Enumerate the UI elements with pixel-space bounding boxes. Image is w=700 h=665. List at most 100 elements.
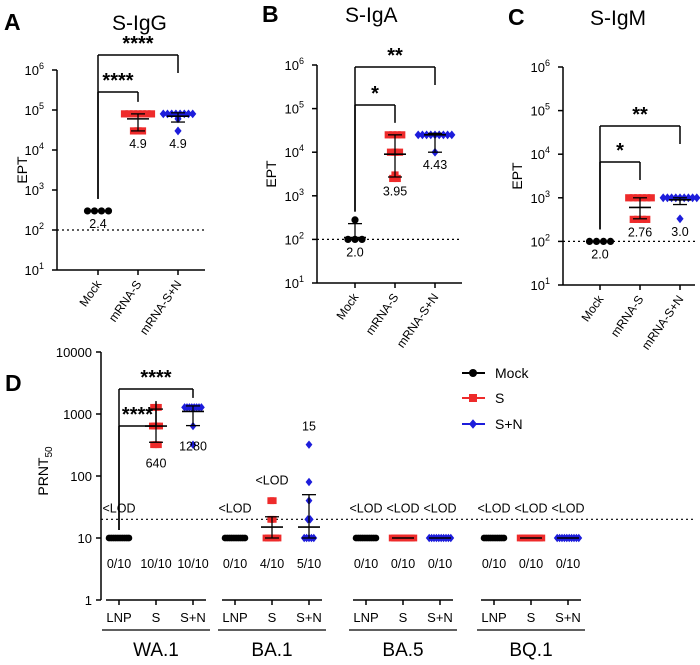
fraction-label: 4/10 bbox=[260, 557, 284, 571]
sig-stars: * bbox=[616, 140, 624, 162]
group-label: BQ.1 bbox=[509, 640, 552, 661]
panel-letter: D bbox=[5, 370, 22, 396]
fraction-label: 0/10 bbox=[428, 557, 452, 571]
fraction-label: 10/10 bbox=[177, 557, 208, 571]
value-label: 3.0 bbox=[671, 225, 688, 239]
y-tick-label: 101 bbox=[531, 276, 550, 293]
x-tick-label: mRNA-S+N bbox=[639, 293, 687, 353]
y-tick-exponent: 3 bbox=[545, 189, 550, 199]
value-label: 2.76 bbox=[628, 225, 652, 239]
data-point-mrna-s bbox=[125, 110, 133, 118]
panel-title: S-IgA bbox=[345, 4, 398, 27]
data-point-mrna-s bbox=[647, 194, 655, 202]
legend-marker-s bbox=[469, 394, 477, 402]
y-tick-exponent: 3 bbox=[299, 187, 304, 197]
fraction-label: 0/10 bbox=[223, 557, 247, 571]
y-tick-exponent: 2 bbox=[39, 221, 44, 231]
data-point-mrna-s+n bbox=[174, 126, 182, 136]
data-point-mrna-s+n bbox=[189, 109, 197, 119]
x-subcategory-label: LNP bbox=[481, 610, 506, 625]
y-tick-exponent: 1 bbox=[545, 276, 550, 286]
data-point-snn bbox=[189, 440, 197, 449]
data-point-mrna-s bbox=[143, 110, 151, 118]
y-tick-label: 104 bbox=[531, 145, 550, 162]
y-tick-exponent: 4 bbox=[39, 141, 44, 151]
y-tick-label: 101 bbox=[25, 261, 44, 278]
panel-letter: B bbox=[262, 1, 279, 27]
y-tick-exponent: 1 bbox=[39, 261, 44, 271]
value-label: <LOD bbox=[386, 501, 419, 515]
value-label: <LOD bbox=[423, 501, 456, 515]
x-tick-label: mRNA-S+N bbox=[394, 291, 442, 351]
value-label: <LOD bbox=[349, 501, 382, 515]
x-subcategory-label: S bbox=[152, 610, 161, 625]
legend-marker-mock bbox=[469, 369, 477, 377]
x-subcategory-label: S bbox=[527, 610, 536, 625]
legend-label: Mock bbox=[495, 365, 529, 381]
y-tick-exponent: 3 bbox=[39, 181, 44, 191]
value-label: <LOD bbox=[514, 501, 547, 515]
value-label: 4.43 bbox=[423, 158, 447, 172]
x-tick-label: Mock bbox=[77, 277, 105, 309]
value-label: 2.4 bbox=[89, 217, 106, 231]
y-tick-label: 104 bbox=[25, 141, 44, 158]
x-tick-label: mRNA-S+N bbox=[137, 278, 185, 338]
sig-stars: **** bbox=[102, 70, 133, 92]
fraction-label: 0/10 bbox=[354, 557, 378, 571]
y-axis-label-subscript: 50 bbox=[44, 446, 55, 458]
data-point-mrna-s+n bbox=[448, 130, 456, 140]
legend-marker-snn bbox=[469, 419, 477, 429]
y-tick-exponent: 4 bbox=[299, 143, 304, 153]
data-point-mrna-s bbox=[386, 148, 395, 156]
y-tick-exponent: 6 bbox=[39, 61, 44, 71]
y-tick-label: 102 bbox=[25, 221, 44, 238]
data-point-mock bbox=[351, 216, 359, 224]
data-point-mrna-s+n bbox=[693, 193, 700, 203]
value-label: 2.0 bbox=[591, 247, 608, 261]
y-tick-label: 1 bbox=[85, 593, 92, 608]
y-tick-label: 10 bbox=[78, 531, 92, 546]
x-subcategory-label: LNP bbox=[222, 610, 247, 625]
y-tick-label: 100 bbox=[70, 469, 92, 484]
y-tick-label: 105 bbox=[25, 101, 44, 118]
data-point-s bbox=[269, 497, 277, 505]
x-tick-label: Mock bbox=[579, 292, 607, 324]
sig-stars: ** bbox=[632, 104, 648, 126]
sig-stars: **** bbox=[122, 404, 153, 426]
fraction-label: 0/10 bbox=[556, 557, 580, 571]
x-tick-label: mRNA-S bbox=[106, 278, 145, 325]
data-point-mrna-s bbox=[147, 110, 156, 118]
group-label: BA.5 bbox=[382, 640, 423, 661]
x-subcategory-label: S bbox=[399, 610, 408, 625]
group-label: WA.1 bbox=[133, 640, 179, 661]
value-label: <LOD bbox=[551, 501, 584, 515]
value-label: 4.9 bbox=[129, 137, 146, 151]
x-subcategory-label: S+N bbox=[296, 610, 322, 625]
y-tick-exponent: 1 bbox=[299, 274, 304, 284]
panel-letter: C bbox=[508, 4, 525, 30]
panel-letter: A bbox=[4, 9, 21, 35]
y-tick-exponent: 6 bbox=[545, 58, 550, 68]
data-point-mrna-s bbox=[625, 194, 633, 202]
y-tick-label: 106 bbox=[25, 61, 44, 78]
y-tick-label: 103 bbox=[531, 189, 550, 206]
x-subcategory-label: S bbox=[268, 610, 277, 625]
fraction-label: 5/10 bbox=[297, 557, 321, 571]
sig-stars: ** bbox=[387, 45, 403, 67]
value-label: <LOD bbox=[255, 474, 288, 488]
fraction-label: 10/10 bbox=[140, 557, 171, 571]
value-label: <LOD bbox=[477, 501, 510, 515]
panel-title: S-IgM bbox=[590, 7, 646, 30]
sig-stars: **** bbox=[122, 33, 153, 55]
legend-label: S bbox=[495, 390, 504, 406]
y-tick-label: 106 bbox=[531, 58, 550, 75]
y-tick-exponent: 2 bbox=[545, 232, 550, 242]
value-label: 4.9 bbox=[169, 137, 186, 151]
group-label: BA.1 bbox=[251, 640, 292, 661]
data-point-s bbox=[155, 441, 162, 449]
y-tick-label: 102 bbox=[285, 230, 304, 247]
value-label: 640 bbox=[146, 456, 167, 470]
y-axis-label: EPT bbox=[14, 156, 30, 184]
data-point-mrna-s+n bbox=[444, 130, 452, 140]
